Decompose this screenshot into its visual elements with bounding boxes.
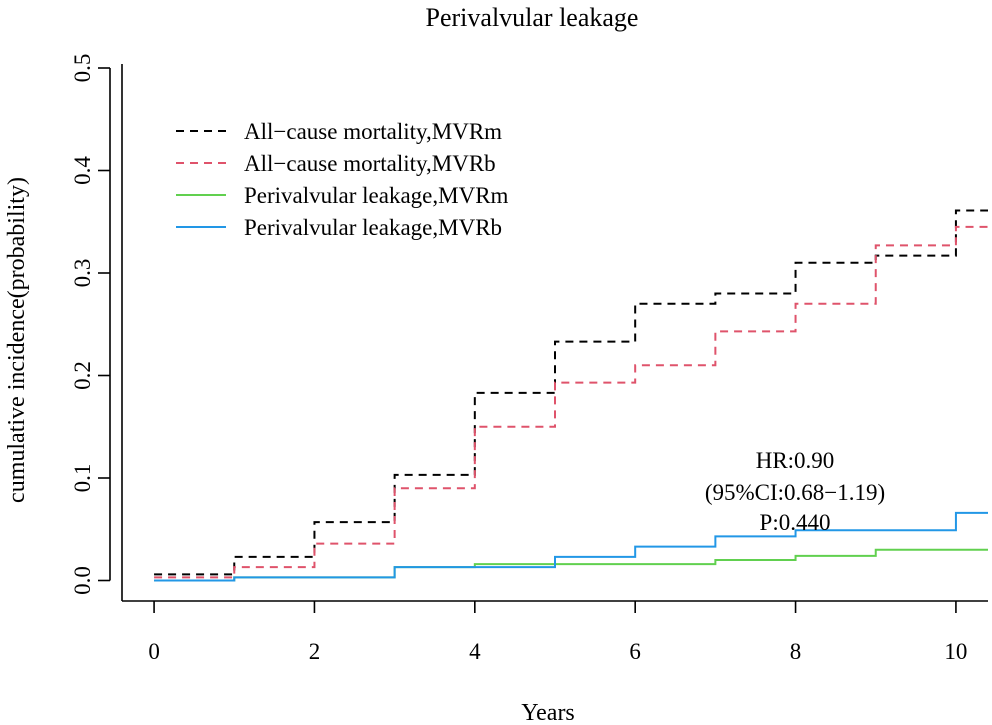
legend-label-1: All−cause mortality,MVRm [244, 119, 502, 144]
annotation-p: P:0.440 [760, 510, 831, 535]
legend-label-4: Perivalvular leakage,MVRb [244, 215, 502, 240]
series-line-4 [154, 511, 988, 582]
y-tick-label: 0.5 [70, 54, 95, 83]
y-tick-label: 0.2 [70, 361, 95, 390]
legend-label-2: All−cause mortality,MVRb [244, 151, 496, 176]
chart-title: Perivalvular leakage [426, 3, 639, 32]
plot-frame [121, 64, 988, 602]
y-tick-label: 0.0 [70, 566, 95, 595]
y-axis-label: cumulative incidence(probability) [4, 177, 30, 503]
legend-label-3: Perivalvular leakage,MVRm [244, 183, 509, 208]
x-tick-label: 4 [469, 639, 481, 664]
y-tick-label: 0.1 [70, 464, 95, 493]
annotation-hr: HR:0.90 [756, 448, 835, 473]
annotation-ci: (95%CI:0.68−1.19) [705, 480, 885, 505]
series-line-3 [154, 548, 988, 582]
series-line-2 [154, 225, 988, 579]
x-tick-label: 10 [944, 639, 967, 664]
y-axis: 0.0 0.1 0.2 0.3 0.4 0.5 [70, 54, 111, 595]
x-tick-label: 6 [629, 639, 641, 664]
x-axis: 0 2 4 6 8 10 [148, 601, 967, 664]
hazard-ratio-annotation: HR:0.90 (95%CI:0.68−1.19) P:0.440 [705, 448, 885, 535]
series-layer [154, 209, 988, 582]
y-tick-label: 0.4 [70, 156, 95, 185]
y-tick-label: 0.3 [70, 259, 95, 288]
x-axis-label: Years [521, 700, 575, 725]
series-line-1 [154, 209, 988, 576]
x-tick-label: 8 [790, 639, 802, 664]
legend: All−cause mortality,MVRm All−cause mortal… [176, 119, 509, 240]
x-tick-label: 0 [148, 639, 160, 664]
x-tick-label: 2 [309, 639, 321, 664]
